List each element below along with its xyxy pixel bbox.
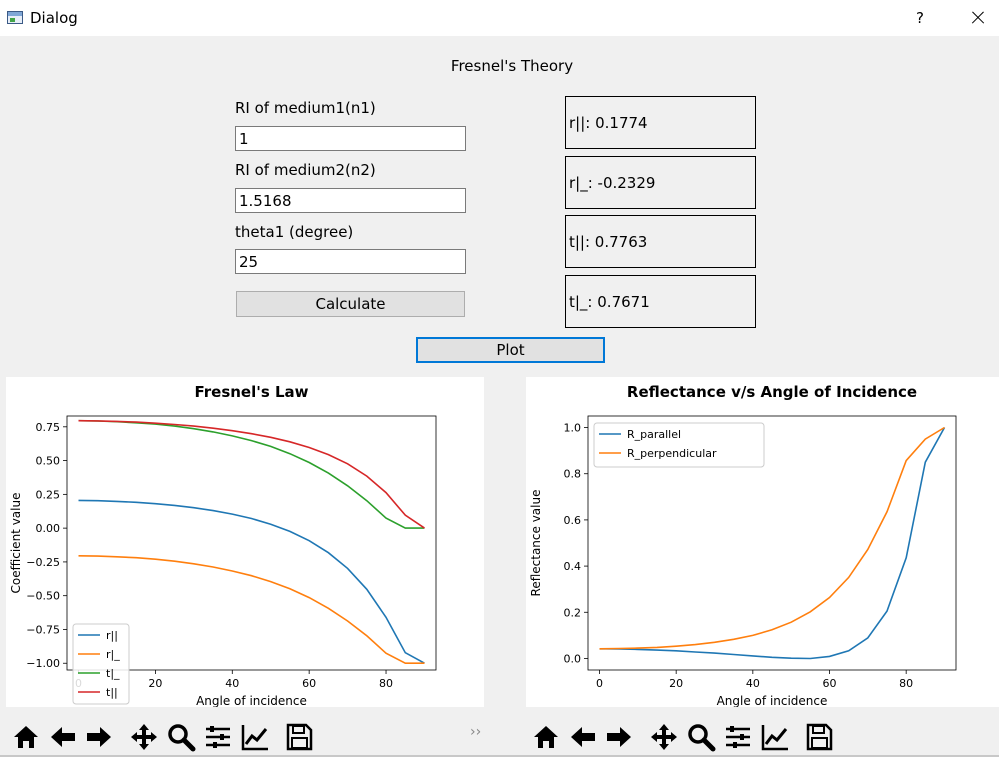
chart-title: Fresnel's Law — [194, 383, 308, 401]
y-tick-label: 0.2 — [564, 606, 582, 619]
window-bottom-edge — [0, 755, 999, 757]
help-button[interactable]: ? — [916, 9, 924, 27]
edit-axis-icon[interactable] — [240, 722, 270, 752]
x-tick-label: 40 — [225, 677, 239, 690]
x-tick-label: 60 — [823, 677, 837, 690]
legend-label: r|_ — [106, 648, 120, 661]
x-axis-label: Angle of incidence — [717, 694, 828, 707]
pan-icon[interactable] — [649, 722, 679, 752]
toolbar-overflow-indicator[interactable]: ›› — [470, 724, 482, 740]
app-window-icon — [7, 11, 23, 24]
plot-toolbar-left — [0, 712, 480, 756]
back-arrow-icon[interactable] — [568, 722, 598, 752]
legend-label: r|| — [106, 629, 118, 642]
y-axis-label: Reflectance value — [529, 490, 543, 597]
close-button[interactable] — [956, 3, 998, 33]
y-tick-label: 0.00 — [36, 522, 61, 535]
y-tick-label: −1.00 — [26, 657, 60, 670]
result-t-parallel: t||: 0.7763 — [565, 215, 756, 268]
n2-label: RI of medium2(n2) — [235, 161, 376, 179]
result-t-perpendicular: t|_: 0.7671 — [565, 275, 756, 328]
x-tick-label: 20 — [148, 677, 162, 690]
home-icon[interactable] — [11, 722, 41, 752]
home-icon[interactable] — [531, 722, 561, 752]
x-tick-label: 40 — [746, 677, 760, 690]
fresnel-law-figure: Fresnel's Law0204060800.750.500.250.00−0… — [6, 377, 484, 707]
legend-box — [593, 422, 765, 468]
y-tick-label: 0.4 — [564, 560, 582, 573]
pan-icon[interactable] — [129, 722, 159, 752]
theta-label: theta1 (degree) — [235, 223, 354, 241]
chart-title: Reflectance v/s Angle of Incidence — [627, 383, 917, 401]
back-arrow-icon[interactable] — [48, 722, 78, 752]
legend-label: R_perpendicular — [627, 447, 717, 460]
fresnel-law-chart: Fresnel's Law0204060800.750.500.250.00−0… — [9, 383, 437, 707]
n1-input[interactable] — [235, 126, 466, 151]
x-tick-label: 80 — [899, 677, 913, 690]
legend-label: R_parallel — [627, 428, 681, 441]
series-line-0 — [599, 427, 946, 660]
zoom-icon[interactable] — [686, 722, 716, 752]
y-tick-label: 0.25 — [36, 488, 61, 501]
result-r-perpendicular: r|_: -0.2329 — [565, 156, 756, 209]
x-tick-label: 0 — [596, 677, 603, 690]
n1-label: RI of medium1(n1) — [235, 99, 376, 117]
x-tick-label: 60 — [302, 677, 316, 690]
series-line-1 — [78, 555, 425, 665]
y-tick-label: 0.0 — [564, 652, 582, 665]
reflectance-figure: Reflectance v/s Angle of Incidence 0 20 40 6… — [526, 377, 999, 707]
save-icon[interactable] — [284, 722, 314, 752]
y-tick-label: 0.75 — [36, 421, 61, 434]
y-tick-label: 0.6 — [564, 514, 582, 527]
y-tick-label: −0.25 — [26, 556, 60, 569]
plot-toolbar-right — [520, 712, 999, 756]
window-title: Dialog — [30, 9, 78, 27]
plot-frame — [66, 415, 437, 671]
x-tick-label: 20 — [669, 677, 683, 690]
series-line-0 — [78, 499, 425, 664]
theta-input[interactable] — [235, 249, 466, 274]
configure-subplots-icon[interactable] — [203, 722, 233, 752]
calculate-button[interactable]: Calculate — [236, 291, 465, 317]
n2-input[interactable] — [235, 188, 466, 213]
y-tick-label: −0.75 — [26, 623, 60, 636]
plot-button[interactable]: Plot — [416, 337, 605, 363]
save-icon[interactable] — [804, 722, 834, 752]
reflectance-chart: Reflectance v/s Angle of Incidence 0 20 40 6… — [529, 383, 957, 707]
plot-frame — [587, 415, 957, 671]
series-line-3 — [78, 419, 425, 529]
forward-arrow-icon[interactable] — [604, 722, 634, 752]
result-r-parallel: r||: 0.1774 — [565, 96, 756, 149]
series-line-2 — [78, 419, 425, 529]
legend-label: t|| — [106, 686, 118, 699]
x-axis-label: Angle of incidence — [196, 694, 307, 707]
y-tick-label: 0.50 — [36, 455, 61, 468]
y-tick-label: 0.8 — [564, 468, 582, 481]
forward-arrow-icon[interactable] — [84, 722, 114, 752]
y-tick-label: 1.0 — [564, 422, 582, 435]
series-line-1 — [599, 426, 945, 650]
y-axis-label: Coefficient value — [9, 493, 23, 594]
legend-label: t|_ — [106, 667, 120, 680]
title-bar: Dialog ? — [0, 0, 999, 36]
x-tick-label: 80 — [379, 677, 393, 690]
zoom-icon[interactable] — [166, 722, 196, 752]
configure-subplots-icon[interactable] — [723, 722, 753, 752]
page-title: Fresnel's Theory — [450, 57, 574, 75]
y-tick-label: −0.50 — [26, 590, 60, 603]
edit-axis-icon[interactable] — [760, 722, 790, 752]
legend-box — [72, 623, 130, 705]
